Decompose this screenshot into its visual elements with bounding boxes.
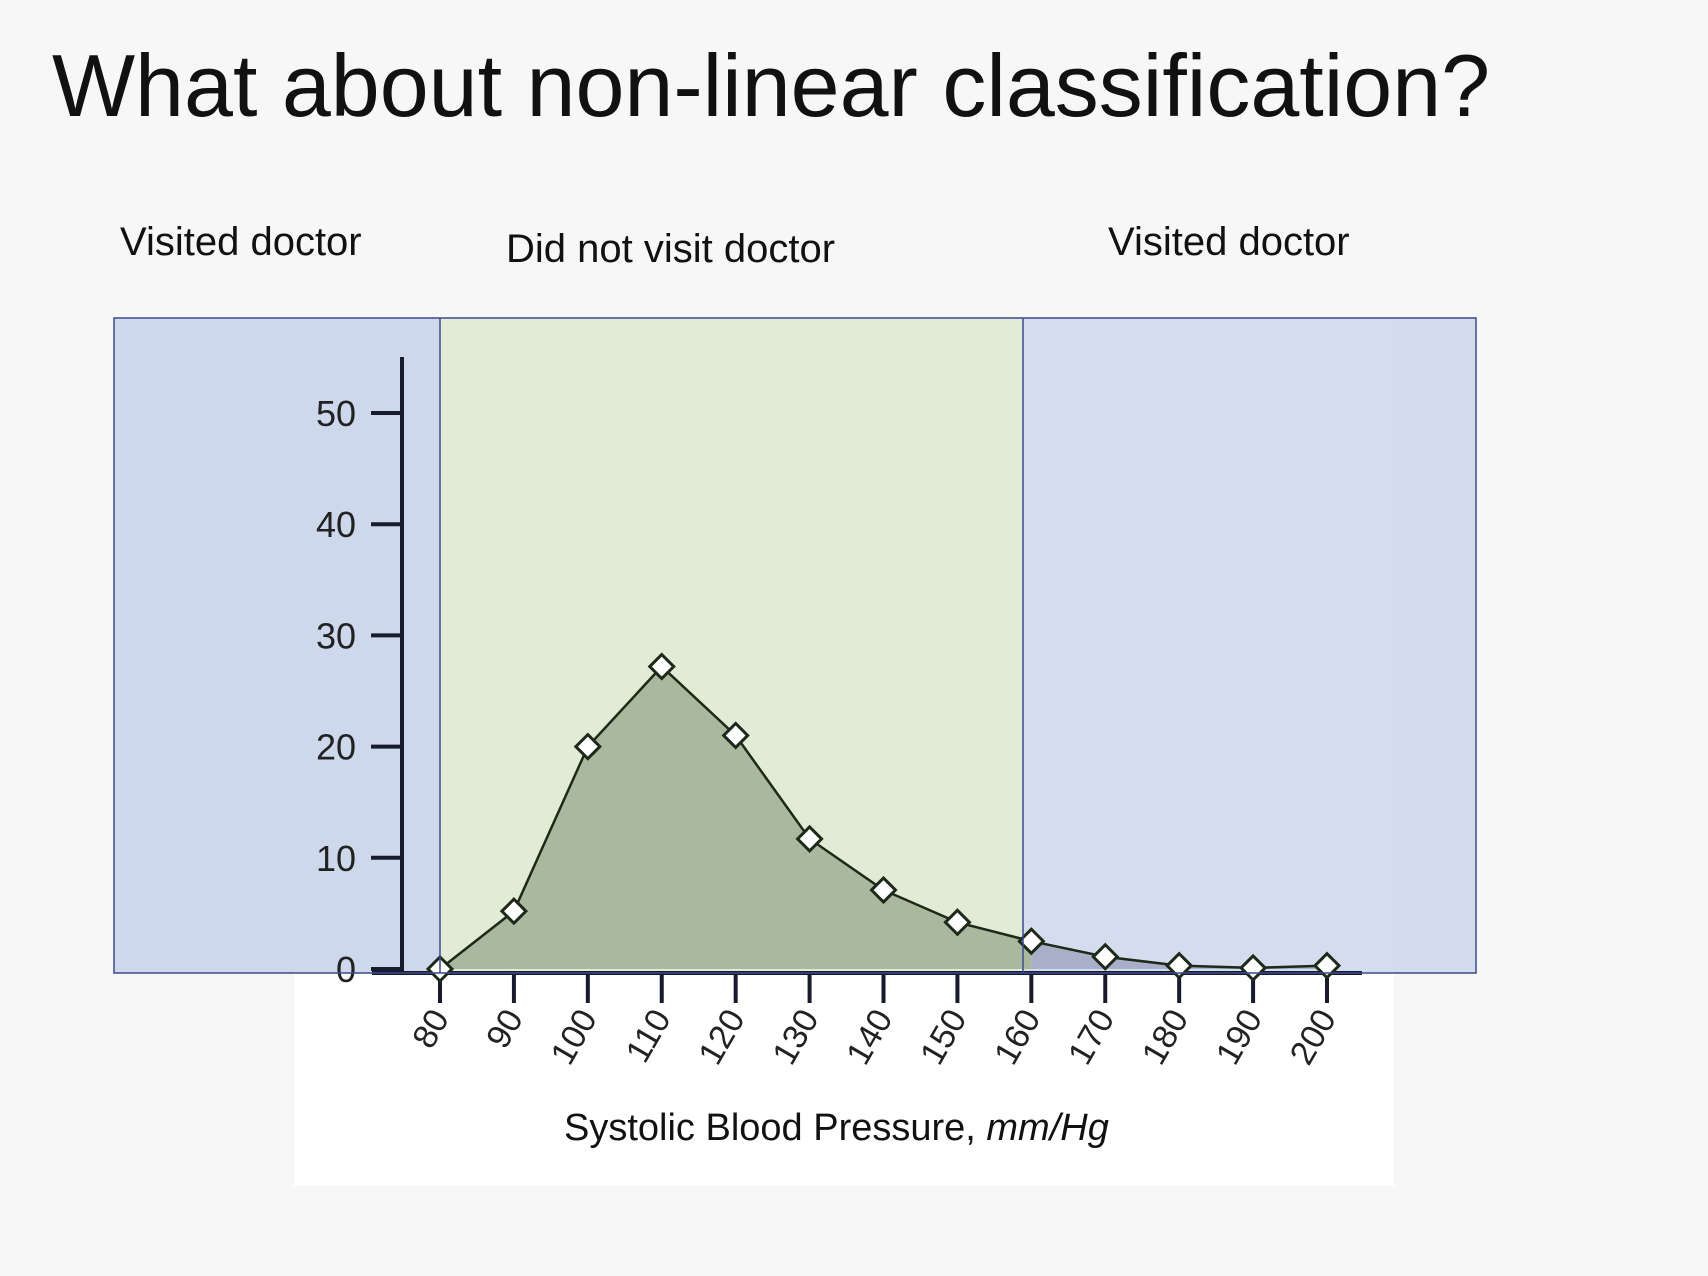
y-tick-label: 40 <box>316 504 356 545</box>
visited-region-right <box>1023 318 1476 973</box>
data-point <box>721 721 750 750</box>
data-point <box>647 652 676 681</box>
x-axis-label: Systolic Blood Pressure, mm/Hg <box>564 1107 1109 1149</box>
region-label-visited-left: Visited doctor <box>120 220 362 264</box>
region-label-not-visited: Did not visit doctor <box>506 227 836 271</box>
data-point <box>795 824 824 854</box>
data-point <box>573 732 602 761</box>
y-tick-label: 50 <box>316 393 356 434</box>
data-point <box>1312 951 1342 980</box>
data-point <box>943 908 972 937</box>
data-point <box>1091 942 1120 971</box>
y-tick-label: 10 <box>316 838 356 879</box>
visited-region-left <box>114 318 440 973</box>
data-point <box>499 897 529 926</box>
slide-title: What about non-linear classification? <box>52 36 1491 135</box>
x-axis-label-text: Systolic Blood Pressure, <box>564 1107 986 1149</box>
y-tick-label: 0 <box>336 949 356 990</box>
data-point <box>1165 951 1194 980</box>
x-axis-label-unit: mm/Hg <box>986 1107 1108 1149</box>
data-point <box>869 875 898 905</box>
y-tick-label: 30 <box>316 615 356 656</box>
y-tick-label: 20 <box>316 727 356 768</box>
region-border-outer <box>113 317 1477 974</box>
data-point <box>1238 953 1268 983</box>
region-label-visited-right: Visited doctor <box>1108 220 1350 264</box>
